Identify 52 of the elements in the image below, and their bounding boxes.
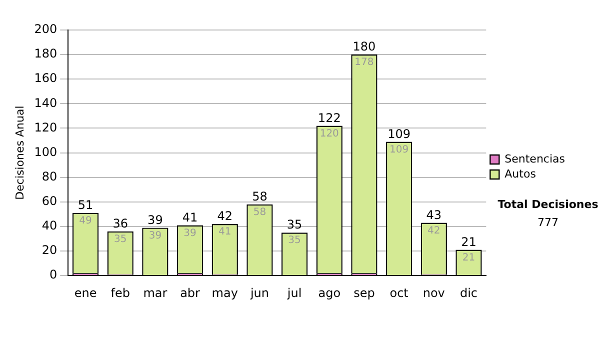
total-label: 109 [388,126,411,141]
y-tick-label: 160 [34,71,58,86]
y-tick-label: 40 [42,218,58,233]
y-tick-label: 140 [34,96,58,110]
x-tick-label: jul [286,286,302,300]
text: 777 [538,216,558,229]
y-tick-label: 180 [34,46,58,61]
total-label: 39 [148,212,163,227]
y-tick-label: 100 [34,144,58,159]
data-label: 178 [354,57,374,68]
y-tick-label: 80 [42,169,58,184]
legend-label: Sentencias [504,152,566,166]
total-label: 122 [318,110,341,125]
legend-label: Autos [504,167,536,180]
y-tick-label: 200 [34,22,58,36]
x-tick-label: ago [318,286,341,300]
y-tick-label: 120 [34,120,58,134]
text: Total Decisiones [498,198,599,211]
total-label: 51 [78,198,94,212]
total-label: 35 [286,218,302,232]
x-tick-label: abr [180,286,200,300]
x-tick-label: oct [390,286,409,300]
x-tick-label: feb [110,286,130,300]
y-axis-title: Decisiones Anual [13,106,26,200]
data-label: 21 [462,252,476,264]
x-tick-label: mar [143,286,168,300]
x-tick-label: sep [354,286,375,300]
total-label: 21 [461,234,476,249]
data-label: 39 [184,228,196,239]
data-label: 49 [79,216,92,227]
total-label: 58 [252,190,268,204]
data-label: 109 [390,144,409,156]
data-label: 35 [114,234,127,245]
x-tick-label: nov [422,286,445,300]
x-tick-label: dic [460,286,478,300]
data-label: 58 [253,206,266,218]
data-label: 35 [288,235,301,246]
total-label: 43 [426,208,442,222]
data-label: 39 [148,230,162,242]
data-label: 42 [428,225,440,236]
y-tick-label: 20 [42,243,58,258]
x-tick-label: may [212,286,238,300]
total-label: 42 [217,209,233,224]
total-label: 180 [352,40,376,54]
data-label: 120 [320,128,339,140]
total-label: 36 [112,216,128,231]
x-tick-label: ene [74,286,97,300]
y-tick-label: 0 [49,268,58,282]
y-tick-label: 60 [42,194,58,208]
x-tick-label: jun [249,286,269,300]
total-label: 41 [182,210,198,224]
data-label: 41 [218,226,232,238]
